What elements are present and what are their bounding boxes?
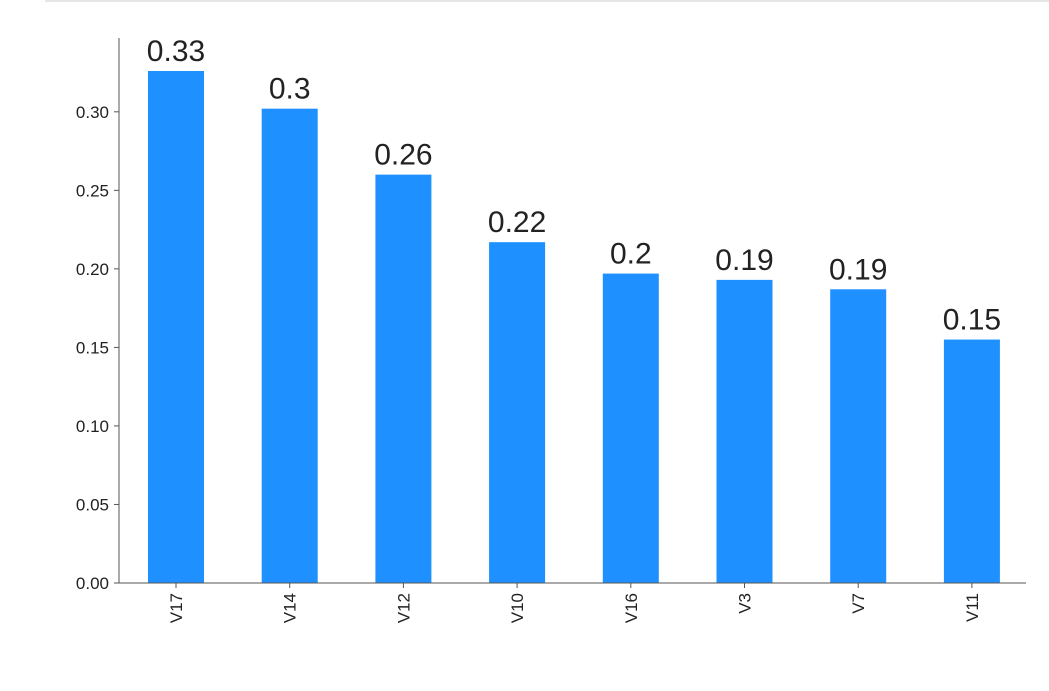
y-tick-label: 0.30: [76, 103, 109, 122]
bar-v7: [830, 289, 887, 583]
x-tick-label-v12: V12: [394, 593, 413, 623]
x-axis: V17 V14 V12 V10 V16 V3 V7 V11: [119, 582, 1026, 623]
bars-group: 0.33 0.3 0.26 0.22 0.2 0.19 0.19 0.15: [147, 35, 1001, 584]
bar-v14: [261, 108, 318, 583]
y-tick-label: 0.15: [76, 338, 109, 357]
bar-v17: [148, 70, 204, 583]
x-tick-label-v16: V16: [622, 593, 641, 623]
y-tick-label: 0.00: [76, 574, 109, 593]
data-label-v3: 0.19: [715, 244, 773, 277]
x-tick-label-v17: V17: [167, 593, 186, 623]
bar-v3: [716, 279, 773, 583]
bar-v11: [943, 339, 1000, 583]
bar-v10: [489, 242, 546, 583]
y-tick-label: 0.05: [76, 495, 109, 514]
x-tick-label-v3: V3: [736, 593, 755, 614]
data-label-v7: 0.19: [829, 253, 887, 286]
y-tick-label: 0.25: [76, 181, 109, 200]
x-tick-label-v10: V10: [508, 593, 527, 623]
bar-v12: [375, 174, 432, 584]
y-tick-label: 0.20: [76, 260, 109, 279]
data-label-v12: 0.26: [374, 139, 432, 172]
data-label-v16: 0.2: [610, 238, 652, 271]
x-tick-label-v7: V7: [849, 593, 868, 614]
x-tick-label-v14: V14: [281, 593, 300, 623]
data-label-v17: 0.33: [147, 35, 205, 68]
x-tick-label-v11: V11: [963, 593, 982, 622]
y-axis: 0.00 0.05 0.10 0.15 0.20 0.25 0.30: [76, 38, 120, 593]
bar-v16: [602, 273, 659, 583]
y-tick-label: 0.10: [76, 417, 109, 436]
data-label-v10: 0.22: [488, 206, 546, 239]
data-label-v11: 0.15: [943, 304, 1001, 337]
data-label-v14: 0.3: [269, 73, 311, 106]
